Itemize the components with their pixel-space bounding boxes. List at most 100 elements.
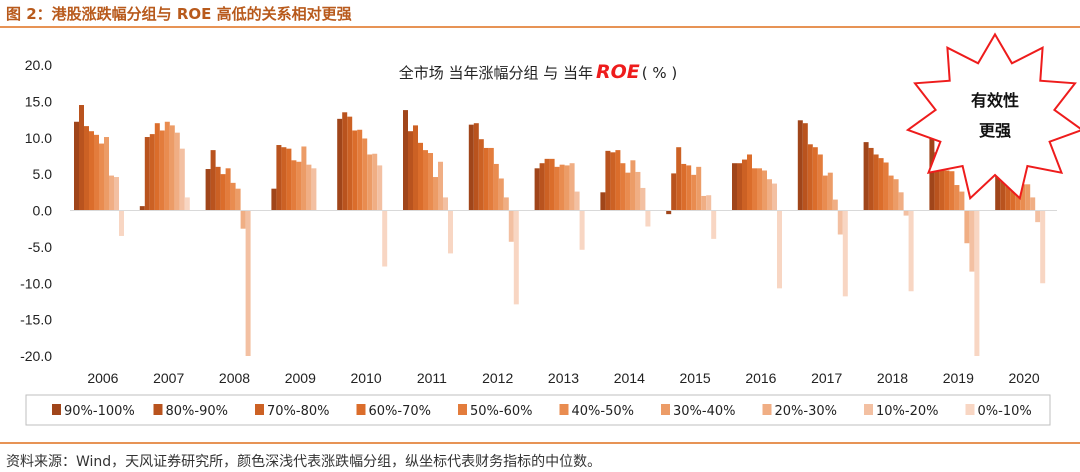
bar [301, 146, 307, 211]
bar [939, 163, 945, 211]
bar [418, 142, 423, 211]
bar [842, 210, 848, 297]
chart-title-roe: ROE [596, 61, 640, 83]
bar [752, 168, 757, 211]
bar [433, 177, 438, 211]
bar [235, 188, 241, 211]
bar [757, 168, 762, 211]
callout-starburst: 有效性 更强 [905, 32, 1080, 201]
bar [347, 116, 353, 211]
bar [114, 177, 119, 211]
bar [493, 163, 499, 211]
bar [372, 153, 378, 211]
bar [382, 210, 388, 267]
bar [605, 150, 611, 211]
figure-title: 图 2：港股涨跌幅分组与 ROE 高低的关系相对更强 [6, 5, 352, 23]
bar [691, 174, 697, 211]
y-tick-label: 0.0 [33, 203, 53, 219]
bar [676, 147, 682, 211]
bar [79, 105, 84, 211]
bar [742, 159, 747, 211]
bar [1010, 177, 1016, 211]
bar [473, 123, 479, 211]
bar [701, 195, 707, 211]
bar [438, 161, 443, 211]
bar [817, 154, 823, 211]
bar [296, 161, 302, 211]
chart-title: 全市场 当年涨幅分组 与 当年 ROE( % ) [399, 61, 678, 83]
bar [666, 210, 672, 215]
bar [311, 168, 317, 211]
bar [534, 168, 540, 211]
bar [508, 210, 514, 242]
bar [154, 123, 160, 211]
bar [159, 130, 165, 211]
bar [554, 166, 560, 211]
legend-label: 0%-10% [978, 404, 1032, 419]
bar [883, 162, 889, 211]
bar [119, 210, 124, 236]
bar [893, 179, 899, 211]
y-tick-label: 5.0 [33, 166, 53, 182]
bar [549, 158, 555, 211]
bar [822, 175, 828, 211]
bar [559, 164, 565, 211]
bar [367, 154, 373, 211]
legend-swatch [458, 404, 467, 415]
bar [342, 112, 348, 211]
bar [1020, 184, 1026, 211]
y-axis-labels: 20.0 15.0 10.0 5.0 0.0 -5.0 -10.0 -15.0 -20.0 [20, 57, 52, 364]
chart-title-prefix: 全市场 当年涨幅分组 与 当年 [399, 64, 593, 82]
y-tick-label: -5.0 [28, 239, 52, 255]
bar [732, 163, 737, 211]
bar [443, 197, 448, 211]
y-tick-label: 20.0 [25, 57, 52, 73]
legend-swatch [864, 404, 873, 415]
bar [428, 153, 433, 211]
bar [949, 171, 955, 211]
bar [762, 170, 767, 211]
bar [995, 163, 1001, 211]
bar [944, 170, 950, 211]
bar [873, 154, 879, 211]
legend-label: 50%-60% [470, 404, 532, 419]
legend-swatch [661, 404, 670, 415]
legend-label: 30%-40% [673, 404, 735, 419]
x-tick-label: 2013 [548, 370, 579, 386]
legend-swatch [965, 404, 975, 415]
bar [564, 165, 570, 211]
legend-box [25, 394, 1051, 426]
callout-line-1: 有效性 [971, 91, 1019, 110]
bar [954, 185, 960, 211]
bar [1000, 160, 1006, 211]
bar [362, 138, 368, 211]
bar [164, 121, 170, 211]
bar [94, 134, 99, 211]
x-tick-label: 2008 [219, 370, 250, 386]
x-tick-label: 2016 [745, 370, 776, 386]
bar [888, 175, 894, 211]
bar [513, 210, 519, 305]
bar [89, 131, 94, 211]
bar [934, 152, 940, 211]
bar [777, 210, 782, 289]
bar [1035, 210, 1041, 223]
bar [225, 168, 231, 211]
bar [832, 199, 838, 211]
x-tick-label: 2009 [285, 370, 316, 386]
x-tick-label: 2007 [153, 370, 184, 386]
x-tick-label: 2006 [87, 370, 118, 386]
legend-swatch [153, 404, 163, 415]
source-note: 资料来源：Wind，天风证券研究所，颜色深浅代表涨跌幅分组，纵坐标代表财务指标的… [6, 454, 602, 470]
bar [498, 178, 504, 211]
y-tick-label: 10.0 [25, 130, 52, 146]
legend: 90%-100% 80%-90% 70%-80% 60%-70% 50%-60% 40%-… [52, 404, 1032, 419]
bar [635, 171, 641, 211]
bar [600, 192, 606, 211]
bar [569, 163, 575, 211]
bar [84, 126, 89, 211]
bar [1030, 197, 1036, 211]
legend-label: 10%-20% [876, 404, 938, 419]
bar [503, 197, 509, 211]
legend-swatch [762, 404, 772, 415]
